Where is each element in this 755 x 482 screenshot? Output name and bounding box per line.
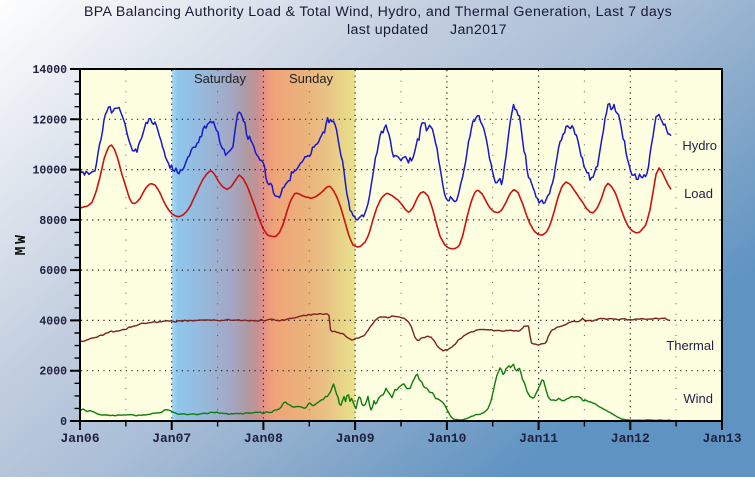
svg-text:Jan08: Jan08 [244,431,283,446]
svg-text:Wind: Wind [683,391,713,406]
svg-text:Hydro: Hydro [682,138,717,153]
svg-text:4000: 4000 [39,315,67,328]
svg-text:Saturday: Saturday [194,71,247,86]
svg-text:Thermal: Thermal [666,338,714,353]
svg-text:2000: 2000 [39,366,67,379]
svg-text:Jan11: Jan11 [519,431,558,446]
svg-text:14000: 14000 [32,64,67,77]
svg-text:Jan13: Jan13 [702,431,741,446]
svg-text:BPA Balancing Authority Load &: BPA Balancing Authority Load & Total Win… [84,4,672,20]
svg-text:Jan07: Jan07 [152,431,191,446]
svg-text:6000: 6000 [39,265,67,278]
svg-text:Jan09: Jan09 [336,431,375,446]
svg-text:Sunday: Sunday [289,71,334,86]
svg-text:Load: Load [684,186,713,201]
svg-text:8000: 8000 [39,215,67,228]
svg-text:Jan10: Jan10 [427,431,466,446]
svg-text:0: 0 [60,416,67,429]
svg-text:Jan12: Jan12 [611,431,650,446]
svg-text:last updated: last updated [347,22,429,38]
svg-text:Jan06: Jan06 [60,431,99,446]
svg-text:12000: 12000 [32,114,67,127]
svg-text:Jan2017: Jan2017 [450,22,507,38]
svg-text:10000: 10000 [32,165,67,178]
svg-text:MW: MW [13,232,30,255]
